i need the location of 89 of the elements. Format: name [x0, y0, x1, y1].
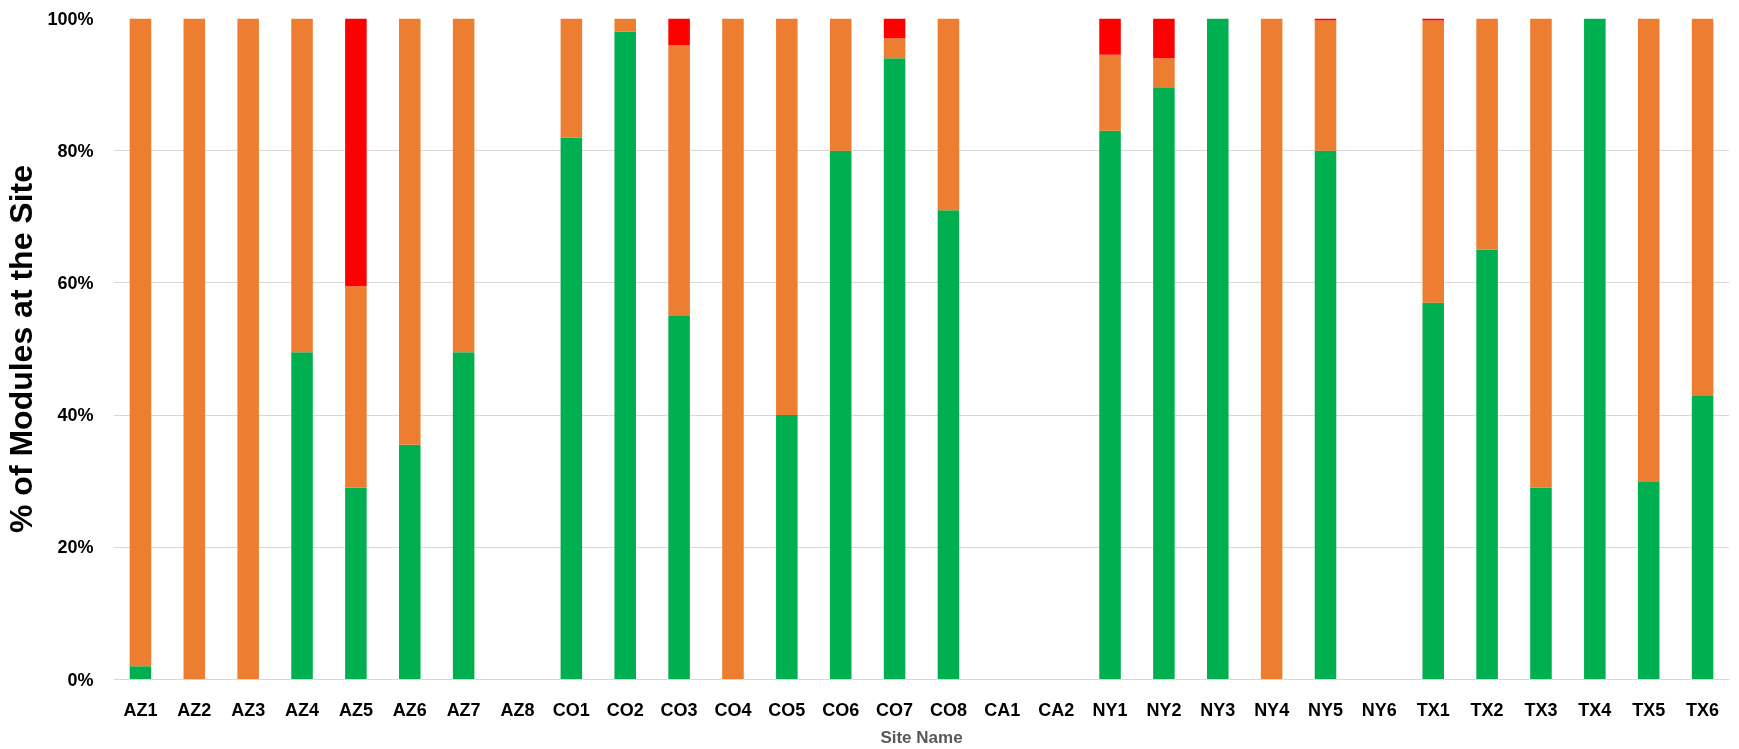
x-tick-label: CO1 [552, 699, 590, 720]
bar [668, 315, 690, 680]
bar [883, 38, 906, 59]
x-tick-label: AZ3 [231, 699, 266, 720]
y-tick-label: 40% [57, 405, 94, 426]
x-tick-label: AZ8 [500, 699, 535, 720]
x-tick-label: TX4 [1578, 699, 1612, 720]
bar [129, 666, 152, 680]
x-tick-label: NY3 [1200, 699, 1236, 720]
bar [1260, 18, 1283, 680]
bar [183, 18, 206, 680]
bar [668, 18, 690, 45]
bar [291, 18, 313, 353]
y-tick-label: 100% [47, 8, 94, 29]
x-tick-label: CA1 [984, 699, 1021, 720]
x-tick-label: AZ2 [177, 699, 212, 720]
x-tick-label: CO3 [660, 699, 698, 720]
x-tick-label: CA2 [1038, 699, 1075, 720]
bar [398, 444, 421, 680]
x-tick-label: CO7 [876, 699, 914, 720]
bar [937, 210, 960, 680]
bar [398, 18, 421, 445]
x-tick-label: AZ7 [446, 699, 481, 720]
x-tick-label: CO5 [768, 699, 806, 720]
bar [291, 352, 313, 680]
bar [560, 137, 583, 680]
x-tick-label: CO2 [606, 699, 644, 720]
bar [1637, 481, 1660, 680]
bar [1099, 18, 1121, 55]
bar [1476, 249, 1498, 680]
bar [829, 150, 852, 680]
bar [1530, 18, 1552, 488]
x-tick-label: NY6 [1361, 699, 1397, 720]
bar [883, 58, 906, 680]
bar [1637, 18, 1660, 482]
bar [1153, 18, 1175, 59]
bar [1584, 18, 1606, 680]
bar [129, 18, 152, 667]
x-tick-label: NY1 [1092, 699, 1128, 720]
bar [614, 31, 637, 680]
bar [237, 18, 259, 680]
bar [1314, 150, 1337, 680]
x-tick-label: NY5 [1307, 699, 1344, 720]
y-tick-label: 20% [57, 537, 94, 558]
x-tick-label: AZ6 [392, 699, 427, 720]
y-tick-label: 0% [67, 669, 94, 690]
bar [1422, 302, 1445, 680]
bar [722, 18, 744, 680]
y-tick-label: 80% [57, 140, 94, 161]
bar [345, 286, 367, 488]
bar [452, 18, 475, 353]
bar [1314, 20, 1337, 151]
bar [776, 415, 798, 680]
y-tick-label: 60% [57, 272, 94, 293]
bar [668, 44, 690, 316]
bar [829, 18, 852, 151]
bar [1422, 20, 1445, 303]
bar [1476, 18, 1498, 250]
bar [883, 18, 906, 39]
y-axis-title: % of Modules at the Site [3, 164, 40, 534]
x-tick-label: TX1 [1416, 699, 1450, 720]
bar [1099, 54, 1121, 131]
x-tick-label: TX3 [1524, 699, 1558, 720]
x-tick-label: NY4 [1254, 699, 1290, 720]
bar [1691, 395, 1714, 680]
bar [1530, 487, 1552, 680]
x-tick-label: NY2 [1146, 699, 1182, 720]
x-tick-label: CO8 [929, 699, 967, 720]
bar [560, 18, 583, 138]
bar [1153, 58, 1175, 88]
x-axis-title: Site Name [880, 727, 963, 747]
bar [1099, 130, 1121, 680]
bar [1153, 87, 1175, 680]
bar [345, 18, 367, 287]
x-tick-label: AZ1 [123, 699, 158, 720]
bar [452, 352, 475, 680]
bar [1691, 18, 1714, 396]
x-tick-label: TX6 [1686, 699, 1720, 720]
bar [1206, 18, 1229, 680]
bar [937, 18, 960, 211]
bar [614, 18, 637, 32]
x-tick-label: AZ5 [338, 699, 373, 720]
x-tick-label: TX5 [1632, 699, 1666, 720]
x-tick-label: CO4 [714, 699, 752, 720]
x-tick-label: TX2 [1470, 699, 1504, 720]
bar [345, 487, 367, 680]
x-tick-label: CO6 [822, 699, 860, 720]
x-tick-label: AZ4 [285, 699, 320, 720]
bar [776, 18, 798, 416]
